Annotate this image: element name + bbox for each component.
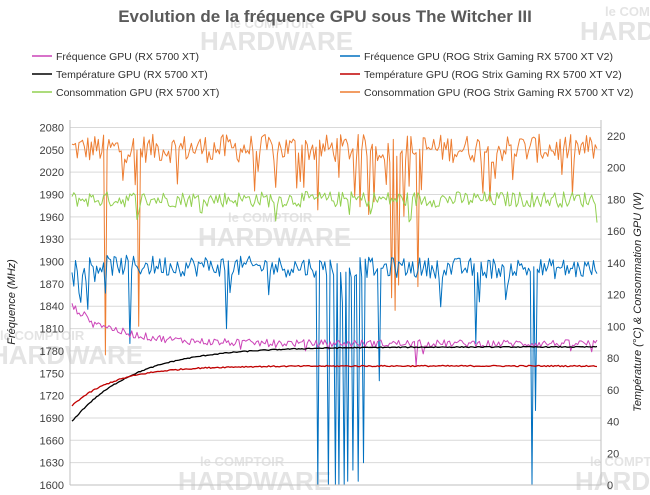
y-right-tick-label: 160 [607,226,625,238]
watermark-text: HARDWARE [178,466,331,495]
legend-item: Fréquence GPU (RX 5700 XT) [32,51,199,63]
y-left-tick-label: 1750 [40,368,64,380]
y-left-tick-label: 1720 [40,391,64,403]
y-axis-right-label: Température (°C) & Consommation GPU (W) [632,192,644,412]
legend-label: Température GPU (ROG Strix Gaming RX 570… [364,69,622,81]
y-right-tick-label: 80 [607,353,619,365]
y-left-tick-label: 1990 [40,189,64,201]
y-axis-left: 1600 1630 1660 1690 1720 1750 1780 1810 1840 1870… [40,122,64,492]
legend: Fréquence GPU (RX 5700 XT) Fréquence GPU… [32,51,633,99]
y-left-tick-label: 1780 [40,346,64,358]
y-left-tick-label: 1660 [40,435,64,447]
y-right-tick-label: 100 [607,321,625,333]
y-left-tick-label: 1600 [40,480,64,492]
legend-item: Température GPU (ROG Strix Gaming RX 570… [340,69,622,81]
y-axis-left-label: Fréquence (MHz) [6,259,18,345]
watermark-text: le COMPTOIR [590,454,650,469]
watermark-text: le COMPTOIR [605,4,650,19]
y-left-tick-label: 1960 [40,212,64,224]
chart-title: Evolution de la fréquence GPU sous The W… [118,7,532,26]
y-right-tick-label: 0 [607,480,613,492]
y-left-tick-label: 2050 [40,145,64,157]
series-line-magenta [71,303,598,367]
legend-item: Fréquence GPU (ROG Strix Gaming RX 5700 … [340,51,613,63]
y-left-tick-label: 2020 [40,167,64,179]
watermark-text: le COMPTOIR [230,16,315,31]
legend-item: Température GPU (RX 5700 XT) [32,69,208,81]
y-left-tick-label: 1690 [40,413,64,425]
legend-label: Température GPU (RX 5700 XT) [56,69,208,81]
legend-item: Consommation GPU (ROG Strix Gaming RX 57… [340,87,633,99]
series-line-red [71,364,598,407]
series-line-blue [71,254,598,486]
y-right-tick-label: 140 [607,258,625,270]
watermark-text: HARDWARE [200,26,353,56]
legend-label: Fréquence GPU (RX 5700 XT) [56,51,199,63]
y-right-tick-label: 40 [607,417,619,429]
legend-label: Consommation GPU (RX 5700 XT) [56,87,219,99]
series-line-orange [71,133,598,356]
legend-label: Consommation GPU (ROG Strix Gaming RX 57… [364,87,633,99]
legend-label: Fréquence GPU (ROG Strix Gaming RX 5700 … [364,51,613,63]
y-left-tick-label: 1840 [40,301,64,313]
watermark-text: le COMPTOIR [228,210,313,225]
y-left-tick-label: 1930 [40,234,64,246]
y-axis-right: 0 20 40 60 80 100 120 140 160 180 200 220 [607,131,625,492]
y-left-tick-label: 1630 [40,458,64,470]
legend-item: Consommation GPU (RX 5700 XT) [32,87,219,99]
series-line-green [71,191,598,223]
y-left-tick-label: 2080 [40,122,64,134]
y-right-tick-label: 120 [607,290,625,302]
series-line-black [71,345,598,422]
y-left-tick-label: 1900 [40,257,64,269]
watermark-text: HARDWARE [580,16,650,46]
series-group [71,133,598,486]
y-right-tick-label: 180 [607,194,625,206]
y-right-tick-label: 220 [607,131,625,143]
y-left-tick-label: 1810 [40,324,64,336]
y-right-tick-label: 60 [607,385,619,397]
watermark-group: le COMPTOIR HARDWARE le COMPTOIR HARDWAR… [0,4,650,495]
watermark-text: le COMPTOIR [0,328,85,343]
watermark-text: HARDWARE [0,340,143,370]
y-right-tick-label: 20 [607,448,619,460]
watermark-text: le COMPTOIR [200,454,285,469]
watermark-text: HARDWARE [575,466,650,495]
y-right-tick-label: 200 [607,163,625,175]
y-left-tick-label: 1870 [40,279,64,291]
watermark-text: HARDWARE [198,222,351,252]
